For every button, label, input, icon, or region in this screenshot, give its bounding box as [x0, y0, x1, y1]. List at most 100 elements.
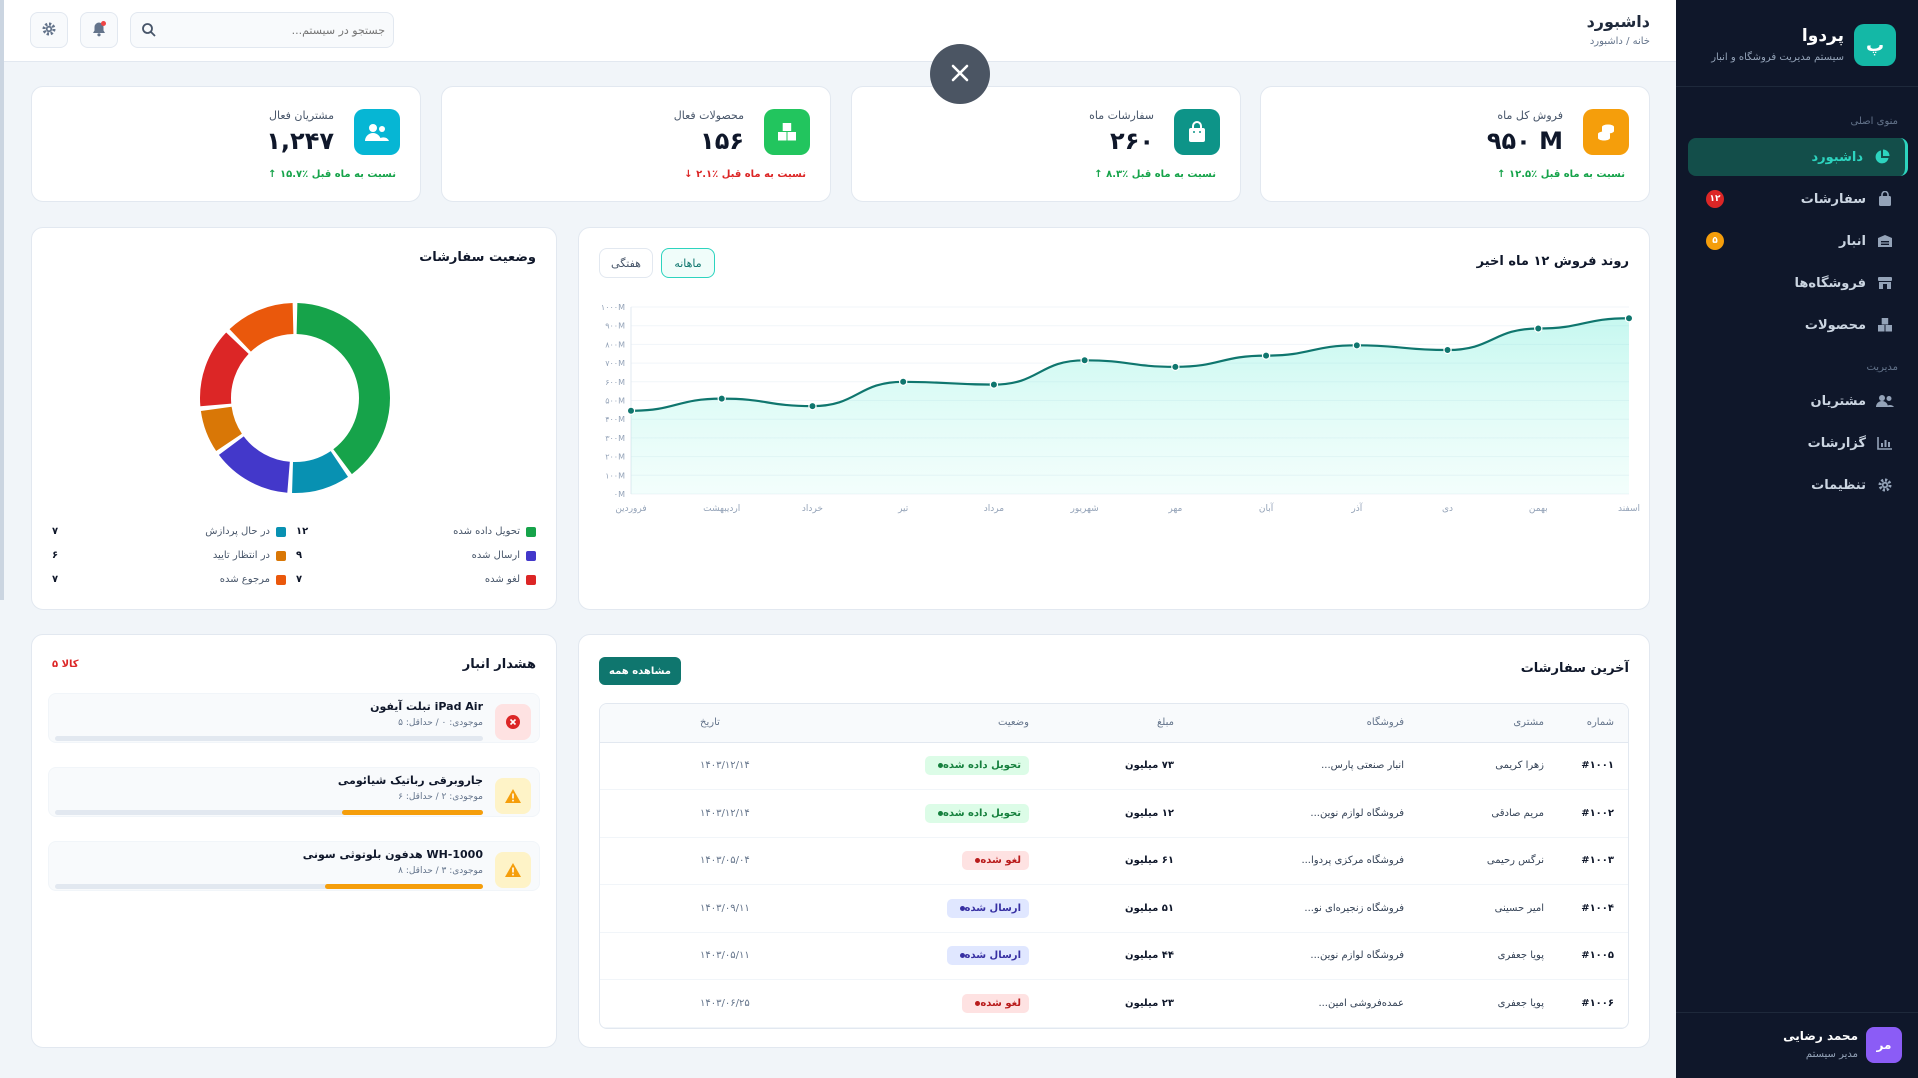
user-role: مدیر سیستم	[1805, 1049, 1858, 1060]
alert-count: ۵ کالا	[52, 659, 79, 670]
stock-alert-item[interactable]: جاروبرقی رباتیک شیائومی موجودی: ۲ / حداق…	[48, 767, 540, 817]
scrollbar[interactable]	[0, 0, 4, 600]
stock-alert-item[interactable]: تبلت آیفون iPad Air موجودی: ۰ / حداقل: ۵	[48, 693, 540, 743]
x-tick-label: آذر	[1350, 502, 1362, 514]
data-point	[1171, 362, 1180, 372]
order-status-cell: ارسال شده	[898, 884, 1043, 933]
stock-alert-card: هشدار انبار ۵ کالا تبلت آیفون iPad Air م…	[31, 634, 557, 1048]
sidebar-item-products[interactable]: محصولات	[1688, 306, 1908, 344]
donut-slice[interactable]	[200, 406, 242, 452]
order-date: ۱۴۰۳/۰۵/۰۴	[600, 837, 898, 885]
column-header: شماره	[1558, 704, 1628, 743]
stock-item-detail: موجودی: ۲ / حداقل: ۶	[398, 792, 483, 802]
kpi-card-products: محصولات فعال ۱۵۶ ↓ ۲.۱٪ نسبت به ماه قبل	[441, 86, 831, 202]
card-title: آخرین سفارشات	[1520, 661, 1629, 676]
kpi-label: محصولات فعال	[673, 109, 744, 122]
bell-icon	[91, 20, 107, 40]
legend-count: ۹	[296, 550, 303, 561]
toggle-weekly[interactable]: هفتگی	[599, 248, 653, 278]
status-badge: لغو شده	[962, 851, 1029, 871]
order-amount: ۷۳ میلیون	[1043, 742, 1188, 790]
legend-item: در انتظار تایید	[213, 550, 286, 561]
legend-count: ۱۲	[296, 526, 309, 537]
donut-slice[interactable]	[218, 436, 290, 493]
x-tick-label: اسفند	[1618, 504, 1640, 514]
stock-item-name: جاروبرقی رباتیک شیائومی	[337, 774, 483, 787]
order-amount: ۴۴ میلیون	[1043, 932, 1188, 980]
kpi-label: سفارشات ماه	[1089, 109, 1154, 122]
sidebar-item-dashboard[interactable]: داشبورد	[1688, 138, 1908, 176]
toggle-monthly[interactable]: ماهانه	[661, 248, 715, 278]
x-tick-label: اردیبهشت	[703, 504, 740, 514]
sidebar-item-label: گزارشات	[1807, 435, 1866, 451]
sidebar-item-orders[interactable]: سفارشات ۱۲	[1688, 180, 1908, 218]
data-point	[1443, 345, 1452, 355]
orders-table: شماره مشتری فروشگاه مبلغ وضعیت تاریخ #۱۰…	[599, 703, 1629, 1029]
y-tick-label: ۹۰۰M	[605, 322, 625, 331]
status-dot	[938, 810, 944, 816]
status-dot	[959, 905, 965, 911]
users-icon	[1876, 392, 1894, 410]
order-status-cell: لغو شده	[898, 979, 1043, 1028]
user-profile[interactable]: مر محمد رضایی مدیر سیستم	[1676, 1012, 1918, 1078]
kpi-card-orders: سفارشات ماه ۲۶۰ ↑ ۸.۳٪ نسبت به ماه قبل	[851, 86, 1241, 202]
column-header: فروشگاه	[1188, 704, 1418, 743]
avatar: مر	[1866, 1027, 1902, 1063]
search-input[interactable]	[165, 13, 385, 47]
chart-pie-icon	[1873, 148, 1891, 166]
donut-slice[interactable]	[229, 303, 294, 352]
search-icon	[141, 22, 157, 41]
table-row[interactable]: #۱۰۰۴ امیر حسینی فروشگاه زنجیره‌ای نو... ۵۱…	[600, 884, 1628, 933]
boxes-icon	[1876, 316, 1894, 334]
sidebar-item-warehouse[interactable]: انبار ۵	[1688, 222, 1908, 260]
legend-count: ۷	[52, 574, 59, 585]
data-point	[989, 380, 999, 389]
table-row[interactable]: #۱۰۰۲ مریم صادقی فروشگاه لوازم نوین... ۱۲ م…	[600, 789, 1628, 838]
store-icon	[1876, 274, 1894, 292]
notifications-button[interactable]	[80, 12, 118, 48]
status-badge: تحویل داده شده	[925, 756, 1029, 776]
order-amount: ۵۱ میلیون	[1043, 884, 1188, 933]
sidebar-item-label: محصولات	[1804, 317, 1866, 333]
stock-item-name: تبلت آیفون iPad Air	[370, 700, 483, 713]
kpi-change: ↑ ۱۲.۵٪ نسبت به ماه قبل	[1497, 169, 1625, 180]
order-id: #۱۰۰۶	[1558, 979, 1628, 1028]
sidebar-item-label: سفارشات	[1800, 191, 1866, 207]
report-chart-icon	[1876, 434, 1894, 452]
sidebar-item-stores[interactable]: فروشگاه‌ها	[1688, 264, 1908, 302]
card-title: هشدار انبار	[462, 657, 536, 672]
order-amount: ۲۳ میلیون	[1043, 979, 1188, 1028]
order-store: عمده‌فروشی امین...	[1188, 979, 1418, 1028]
sidebar-item-reports[interactable]: گزارشات	[1688, 424, 1908, 462]
data-point	[1352, 341, 1362, 350]
order-store: فروشگاه زنجیره‌ای نو...	[1188, 884, 1418, 933]
column-header: وضعیت	[898, 704, 1043, 743]
y-tick-label: ۱۰۰۰M	[601, 303, 625, 312]
settings-button[interactable]	[30, 12, 68, 48]
legend-item: تحویل داده شده	[453, 526, 536, 537]
donut-slice[interactable]	[292, 451, 349, 493]
close-button[interactable]	[930, 44, 990, 104]
table-row[interactable]: #۱۰۰۳ نرگس رحیمی فروشگاه مرکزی پردوا... ۶۱ …	[600, 837, 1628, 885]
card-title: روند فروش ۱۲ ماه اخیر	[1476, 254, 1629, 269]
sidebar-item-settings[interactable]: تنظیمات	[1688, 466, 1908, 504]
kpi-change: ↓ ۲.۱٪ نسبت به ماه قبل	[684, 169, 806, 180]
order-customer: امیر حسینی	[1418, 884, 1558, 933]
order-date: ۱۴۰۳/۰۹/۱۱	[600, 884, 898, 933]
table-row[interactable]: #۱۰۰۶ پویا جعفری عمده‌فروشی امین... ۲۳ میلی…	[600, 979, 1628, 1028]
sidebar-item-label: انبار	[1838, 233, 1866, 249]
view-all-button[interactable]: مشاهده همه	[599, 657, 681, 685]
order-status-card: وضعیت سفارشات تحویل داده شده ارسال شده ل…	[31, 227, 557, 610]
stock-alert-item[interactable]: هدفون بلوتوثی سونی WH-1000 موجودی: ۳ / ح…	[48, 841, 540, 891]
donut-slice[interactable]	[296, 303, 391, 475]
table-row[interactable]: #۱۰۰۵ پویا جعفری فروشگاه لوازم نوین... ۴۴ م…	[600, 932, 1628, 980]
table-row[interactable]: #۱۰۰۱ زهرا کریمی انبار صنعتی پارس... ۷۳ میل…	[600, 742, 1628, 790]
coins-icon	[1583, 109, 1629, 155]
warning-icon	[495, 852, 531, 888]
x-tick-label: شهریور	[1070, 504, 1099, 514]
donut-slice[interactable]	[200, 332, 249, 407]
table-header-row: شماره مشتری فروشگاه مبلغ وضعیت تاریخ	[600, 704, 1628, 743]
y-tick-label: ۷۰۰M	[605, 359, 625, 368]
sidebar-item-customers[interactable]: مشتریان	[1688, 382, 1908, 420]
y-tick-label: ۰M	[614, 490, 625, 499]
